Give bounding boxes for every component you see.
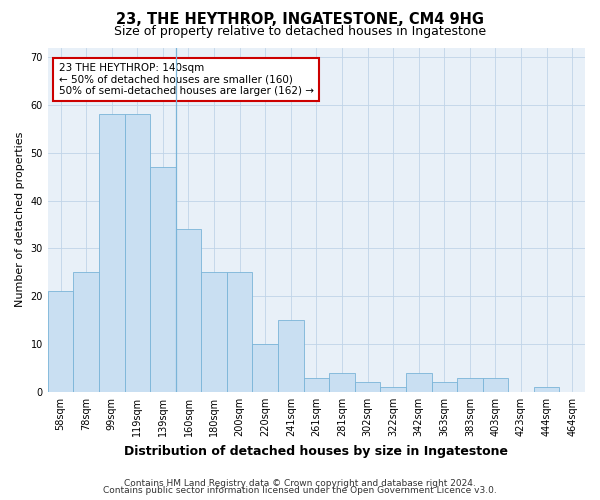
Bar — [304, 378, 329, 392]
Bar — [201, 272, 227, 392]
Text: Size of property relative to detached houses in Ingatestone: Size of property relative to detached ho… — [114, 25, 486, 38]
Text: Contains HM Land Registry data © Crown copyright and database right 2024.: Contains HM Land Registry data © Crown c… — [124, 478, 476, 488]
Bar — [99, 114, 125, 392]
Bar — [380, 387, 406, 392]
Bar — [48, 292, 73, 392]
Bar — [253, 344, 278, 392]
Bar — [176, 230, 201, 392]
Bar — [355, 382, 380, 392]
Text: 23, THE HEYTHROP, INGATESTONE, CM4 9HG: 23, THE HEYTHROP, INGATESTONE, CM4 9HG — [116, 12, 484, 28]
Bar — [534, 387, 559, 392]
Bar — [227, 272, 253, 392]
X-axis label: Distribution of detached houses by size in Ingatestone: Distribution of detached houses by size … — [124, 444, 508, 458]
Bar — [150, 167, 176, 392]
Bar — [329, 373, 355, 392]
Text: Contains public sector information licensed under the Open Government Licence v3: Contains public sector information licen… — [103, 486, 497, 495]
Bar — [482, 378, 508, 392]
Text: 23 THE HEYTHROP: 140sqm
← 50% of detached houses are smaller (160)
50% of semi-d: 23 THE HEYTHROP: 140sqm ← 50% of detache… — [59, 63, 314, 96]
Bar — [406, 373, 431, 392]
Bar — [125, 114, 150, 392]
Bar — [431, 382, 457, 392]
Bar — [73, 272, 99, 392]
Bar — [457, 378, 482, 392]
Y-axis label: Number of detached properties: Number of detached properties — [15, 132, 25, 308]
Bar — [278, 320, 304, 392]
